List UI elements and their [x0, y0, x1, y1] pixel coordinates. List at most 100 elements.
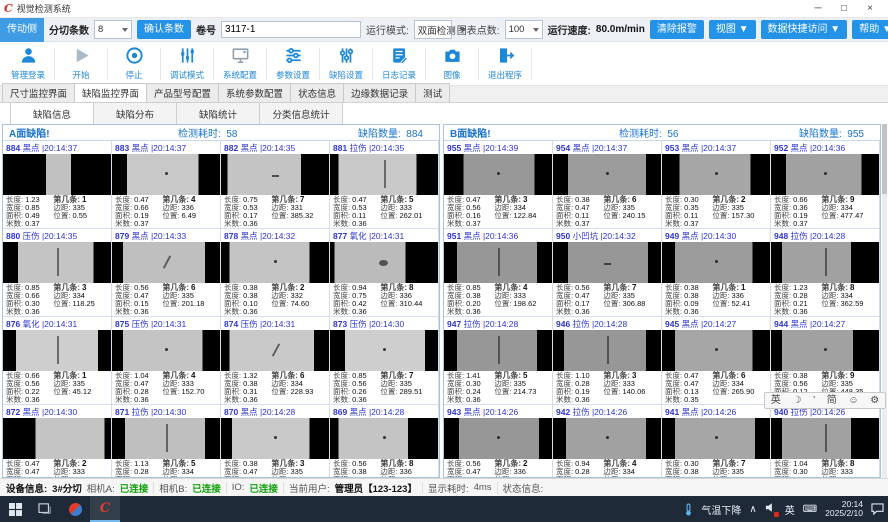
defect-cell[interactable]: 871 拉伤 |20:14:30长度:1.13宽度:0.28面积:0.18米数:…	[112, 405, 221, 477]
close-button[interactable]: ×	[864, 3, 876, 14]
defect-cell[interactable]: 881 拉伤 |20:14:35长度:0.47宽度:0.53面积:0.11米数:…	[330, 141, 439, 229]
volume-icon[interactable]	[765, 502, 777, 516]
defect-cell[interactable]: 950 小凹坑 |20:14:32长度:0.56宽度:0.47面积:0.17米数…	[553, 229, 662, 317]
defect-cell[interactable]: 940 拉伤 |20:14:26长度:1.04宽度:0.30面积:0.18米数:…	[771, 405, 880, 477]
tool-debug[interactable]: 调试模式	[161, 43, 213, 85]
defect-cell[interactable]: 879 黑点 |20:14:33长度:0.56宽度:0.47面积:0.15米数:…	[112, 229, 221, 317]
tool-stop[interactable]: 停止	[108, 43, 160, 85]
roll-number-input[interactable]	[221, 21, 361, 38]
defect-cell[interactable]: 949 黑点 |20:14:30长度:0.38宽度:0.38面积:0.09米数:…	[662, 229, 771, 317]
defect-image[interactable]	[771, 330, 879, 371]
defect-image[interactable]	[221, 330, 329, 371]
scrollbar-thumb[interactable]	[882, 124, 887, 194]
defect-cell[interactable]: 880 压伤 |20:14:35长度:0.85宽度:0.66面积:0.30米数:…	[3, 229, 112, 317]
defect-cell[interactable]: 952 黑点 |20:14:36长度:0.66宽度:0.36面积:0.19米数:…	[771, 141, 880, 229]
tab-2[interactable]: 缺陷统计	[176, 102, 260, 124]
ime-emoji-icon[interactable]: ☺	[848, 394, 858, 408]
defect-image[interactable]	[553, 242, 661, 283]
defect-cell[interactable]: 946 拉伤 |20:14:28长度:1.10宽度:0.28面积:0.19米数:…	[553, 317, 662, 405]
defect-cell[interactable]: 872 黑点 |20:14:30长度:0.47宽度:0.47面积:0.13米数:…	[3, 405, 112, 477]
defect-cell[interactable]: 869 黑点 |20:14:28长度:0.56宽度:0.38面积:0.12米数:…	[330, 405, 439, 477]
clear-alarm-button[interactable]: 清除报警	[650, 20, 704, 39]
tab-1[interactable]: 缺陷监控界面	[74, 83, 147, 102]
defect-image[interactable]	[553, 418, 661, 459]
defect-image[interactable]	[330, 242, 438, 283]
defect-cell[interactable]: 948 拉伤 |20:14:28长度:1.23宽度:0.28面积:0.21米数:…	[771, 229, 880, 317]
tool-play[interactable]: 开始	[55, 43, 107, 85]
defect-image[interactable]	[444, 154, 552, 195]
slit-count-select[interactable]: 8	[94, 20, 132, 39]
defect-image[interactable]	[330, 418, 438, 459]
defect-image[interactable]	[444, 418, 552, 459]
view-menu-button[interactable]: 视图 ▼	[709, 20, 756, 39]
drive-side-button[interactable]: 传动侧	[0, 18, 44, 42]
defect-image[interactable]	[553, 330, 661, 371]
ime-simplified-toggle[interactable]: 简	[827, 394, 837, 408]
defect-cell[interactable]: 877 氧化 |20:14:31长度:0.94宽度:0.75面积:0.42米数:…	[330, 229, 439, 317]
defect-cell[interactable]: 873 压伤 |20:14:30长度:0.85宽度:0.56面积:0.26米数:…	[330, 317, 439, 405]
tab-5[interactable]: 边缘数据记录	[343, 83, 416, 102]
tab-2[interactable]: 产品型号配置	[146, 83, 219, 102]
defect-cell[interactable]: 947 拉伤 |20:14:28长度:1.41宽度:0.30面积:0.24米数:…	[444, 317, 553, 405]
tab-0[interactable]: 缺陷信息	[10, 102, 94, 124]
ime-halfwidth-moon-icon[interactable]: ☽	[792, 394, 801, 408]
defect-cell[interactable]: 942 拉伤 |20:14:26长度:0.94宽度:0.28面积:0.16米数:…	[553, 405, 662, 477]
defect-image[interactable]	[771, 154, 879, 195]
ime-indicator-icon[interactable]: ⌨	[803, 504, 817, 515]
defect-cell[interactable]: 945 黑点 |20:14:27长度:0.47宽度:0.47面积:0.13米数:…	[662, 317, 771, 405]
tool-params[interactable]: 参数设置	[267, 43, 319, 85]
tab-3[interactable]: 系统参数配置	[218, 83, 291, 102]
clock[interactable]: 20:14 2025/2/10	[825, 500, 863, 518]
defect-image[interactable]	[662, 418, 770, 459]
defect-cell[interactable]: 874 压伤 |20:14:31长度:1.32宽度:0.38面积:0.31米数:…	[221, 317, 330, 405]
defect-image[interactable]	[662, 330, 770, 371]
defect-image[interactable]	[3, 418, 111, 459]
defect-image[interactable]	[553, 154, 661, 195]
defect-cell[interactable]: 955 黑点 |20:14:39长度:0.47宽度:0.56面积:0.16米数:…	[444, 141, 553, 229]
defect-image[interactable]	[444, 330, 552, 371]
weather-text[interactable]: 气温下降	[701, 502, 741, 517]
tab-0[interactable]: 尺寸监控界面	[2, 83, 75, 102]
tool-log[interactable]: 日志记录	[373, 43, 425, 85]
maximize-button[interactable]: □	[838, 3, 850, 14]
defect-image[interactable]	[330, 154, 438, 195]
tab-1[interactable]: 缺陷分布	[93, 102, 177, 124]
defect-image[interactable]	[112, 154, 220, 195]
notification-center-icon[interactable]	[871, 503, 884, 515]
pinned-app-icon[interactable]	[60, 496, 90, 522]
defect-cell[interactable]: 953 黑点 |20:14:37长度:0.30宽度:0.35面积:0.11米数:…	[662, 141, 771, 229]
defect-cell[interactable]: 954 黑点 |20:14:37长度:0.38宽度:0.47面积:0.11米数:…	[553, 141, 662, 229]
defect-image[interactable]	[771, 242, 879, 283]
defect-image[interactable]	[444, 242, 552, 283]
defect-cell[interactable]: 884 黑点 |20:14:37长度:1.23宽度:0.85面积:0.49米数:…	[3, 141, 112, 229]
defect-cell[interactable]: 875 压伤 |20:14:31长度:1.04宽度:0.47面积:0.28米数:…	[112, 317, 221, 405]
ime-punctuation-toggle[interactable]: ’	[813, 394, 815, 408]
defect-image[interactable]	[112, 330, 220, 371]
tab-4[interactable]: 状态信息	[290, 83, 344, 102]
defect-image[interactable]	[3, 154, 111, 195]
defect-image[interactable]	[221, 154, 329, 195]
defect-image[interactable]	[3, 330, 111, 371]
defect-cell[interactable]: 878 黑点 |20:14:32长度:0.38宽度:0.38面积:0.10米数:…	[221, 229, 330, 317]
defect-image[interactable]	[3, 242, 111, 283]
run-mode-select[interactable]: 双面检测	[414, 20, 452, 39]
defect-cell[interactable]: 883 黑点 |20:14:37长度:0.47宽度:0.66面积:0.19米数:…	[112, 141, 221, 229]
language-indicator[interactable]: 英	[785, 502, 795, 517]
defect-cell[interactable]: 943 黑点 |20:14:26长度:0.56宽度:0.47面积:0.15米数:…	[444, 405, 553, 477]
confirm-count-button[interactable]: 确认条数	[137, 20, 191, 39]
task-view-button[interactable]	[30, 496, 60, 522]
defect-image[interactable]	[771, 418, 879, 459]
minimize-button[interactable]: ─	[812, 3, 824, 14]
tool-camera[interactable]: 图像	[426, 43, 478, 85]
defect-cell[interactable]: 941 黑点 |20:14:26长度:0.30宽度:0.38面积:0.08米数:…	[662, 405, 771, 477]
tool-user[interactable]: 管理登录	[2, 43, 54, 85]
start-button[interactable]	[0, 496, 30, 522]
tool-monitor[interactable]: 系统配置	[214, 43, 266, 85]
defect-image[interactable]	[112, 242, 220, 283]
tab-6[interactable]: 测试	[415, 83, 450, 102]
defect-cell[interactable]: 870 黑点 |20:14:28长度:0.38宽度:0.47面积:0.11米数:…	[221, 405, 330, 477]
tray-expand-chevron[interactable]: ∧	[749, 504, 756, 515]
chart-points-select[interactable]: 100	[505, 20, 543, 39]
ime-lang-toggle[interactable]: 英	[771, 394, 781, 408]
defect-image[interactable]	[662, 154, 770, 195]
